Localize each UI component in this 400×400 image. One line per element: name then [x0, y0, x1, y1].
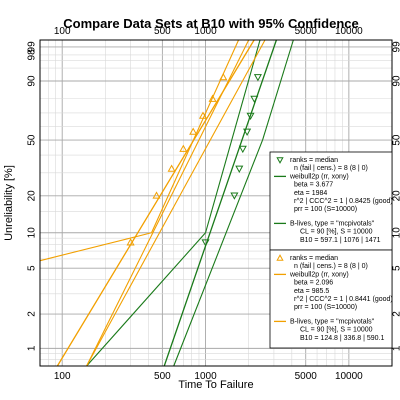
- tick-labels: 100 500 1000 5000 10000 100 500 1000 5000 10000 1 2…: [27, 26, 400, 382]
- x-tick-label-top: 10000: [335, 26, 363, 37]
- legend-entry: B10 = 124.8 | 336.8 | 590.1: [300, 335, 385, 342]
- data-point: [246, 112, 255, 120]
- legend-box: [269, 151, 393, 251]
- data-point: [208, 94, 217, 102]
- y-tick-label-right: 5: [392, 265, 400, 271]
- legend-entry: eta = 985.5: [294, 288, 329, 295]
- legend-entry: prr = 100 (S=10000): [294, 304, 357, 311]
- y-tick-label-left: 99: [27, 41, 38, 53]
- data-point: [189, 127, 198, 135]
- confidence-bound-line: [39, 232, 152, 262]
- legend-entry: B-lives, type = "mcpivotals": [290, 220, 375, 227]
- legend-entry: ranks = median: [290, 157, 338, 164]
- legend-entry: ranks = median: [290, 255, 338, 262]
- y-tick-label-right: 99: [392, 41, 400, 53]
- data-point: [253, 74, 262, 82]
- legend-entry: weibull2p (rr, xony): [289, 173, 349, 180]
- x-tick-label-bottom: 100: [54, 371, 71, 382]
- data-point: [219, 72, 228, 81]
- data-point: [167, 164, 176, 172]
- data-point: [230, 192, 239, 200]
- fit-line: [163, 39, 278, 367]
- x-tick-label-bottom: 10000: [335, 371, 363, 382]
- data-point: [152, 191, 161, 199]
- legend-marker: [276, 254, 284, 261]
- data-point: [235, 165, 244, 173]
- legend-entry: r^2 | CCC^2 = 1 | 0.8441 (good): [294, 296, 393, 303]
- y-tick-label-right: 2: [392, 311, 400, 317]
- y-tick-label-right: 50: [392, 134, 400, 146]
- x-tick-label-top: 500: [154, 26, 171, 37]
- data-point: [243, 128, 252, 136]
- fit-lines: [56, 39, 278, 367]
- legend-marker: [276, 157, 284, 164]
- y-tick-label-left: 2: [27, 311, 38, 317]
- legend-entry: eta = 1984: [294, 190, 327, 197]
- x-tick-label-top: 5000: [295, 26, 318, 37]
- x-tick-label-bottom: 1000: [194, 371, 217, 382]
- y-tick-label-right: 20: [392, 190, 400, 202]
- x-tick-label-bottom: 5000: [295, 371, 318, 382]
- data-point: [238, 145, 247, 154]
- grid: [39, 40, 393, 366]
- fit-line: [56, 39, 255, 367]
- data-point: [198, 111, 208, 119]
- legend-entry: B10 = 597.1 | 1076 | 1471: [300, 237, 381, 244]
- legend-entry: B-lives, type = "mcpivotals": [290, 318, 375, 325]
- y-tick-label-left: 90: [27, 75, 38, 87]
- data-point: [179, 144, 188, 152]
- legend-entry: n (fail | cens.) = 8 (8 | 0): [294, 263, 368, 270]
- y-tick-label-left: 50: [27, 134, 38, 146]
- confidence-bound-line: [151, 39, 240, 233]
- legend-entry: beta = 2.096: [294, 280, 333, 287]
- confidence-bound-line: [86, 39, 266, 367]
- legend-box: [269, 249, 393, 349]
- x-axis-label: Time To Failure: [178, 379, 253, 391]
- legend-entry: r^2 | CCC^2 = 1 | 0.8425 (good): [294, 198, 393, 205]
- x-tick-label-top: 100: [54, 26, 71, 37]
- data-point: [126, 238, 135, 246]
- y-tick-label-left: 5: [27, 265, 38, 271]
- legend-entry: weibull2p (rr, xony): [289, 271, 349, 278]
- y-tick-label-left: 10: [27, 227, 38, 239]
- confidence-bound-line: [86, 232, 206, 367]
- y-tick-label-right: 1: [392, 345, 400, 351]
- confidence-bounds: [39, 39, 294, 367]
- legend-entry: n (fail | cens.) = 8 (8 | 0): [294, 165, 368, 172]
- confidence-bound-line: [262, 39, 294, 141]
- y-tick-label-right: 90: [392, 75, 400, 87]
- chart-title: Compare Data Sets at B10 with 95% Confid…: [63, 16, 358, 31]
- legend-entry: beta = 3.677: [294, 182, 333, 189]
- y-tick-label-left: 98: [27, 49, 38, 61]
- y-tick-label-left: 1: [27, 345, 38, 351]
- confidence-bound-line: [204, 39, 261, 233]
- legend-entry: CL = 90 [%], S = 10000: [300, 327, 373, 334]
- confidence-bound-line: [173, 139, 264, 367]
- y-tick-label-left: 20: [27, 190, 38, 202]
- x-tick-label-bottom: 500: [154, 371, 171, 382]
- data-points: [126, 72, 262, 247]
- y-axis-label: Unreliability [%]: [3, 165, 15, 241]
- x-tick-label-top: 1000: [194, 26, 217, 37]
- data-point: [250, 95, 259, 104]
- y-tick-label-right: 10: [392, 227, 400, 239]
- legend-entry: CL = 90 [%], S = 10000: [300, 229, 373, 236]
- legend-entry: prr = 100 (S=10000): [294, 206, 357, 213]
- data-point: [201, 239, 210, 247]
